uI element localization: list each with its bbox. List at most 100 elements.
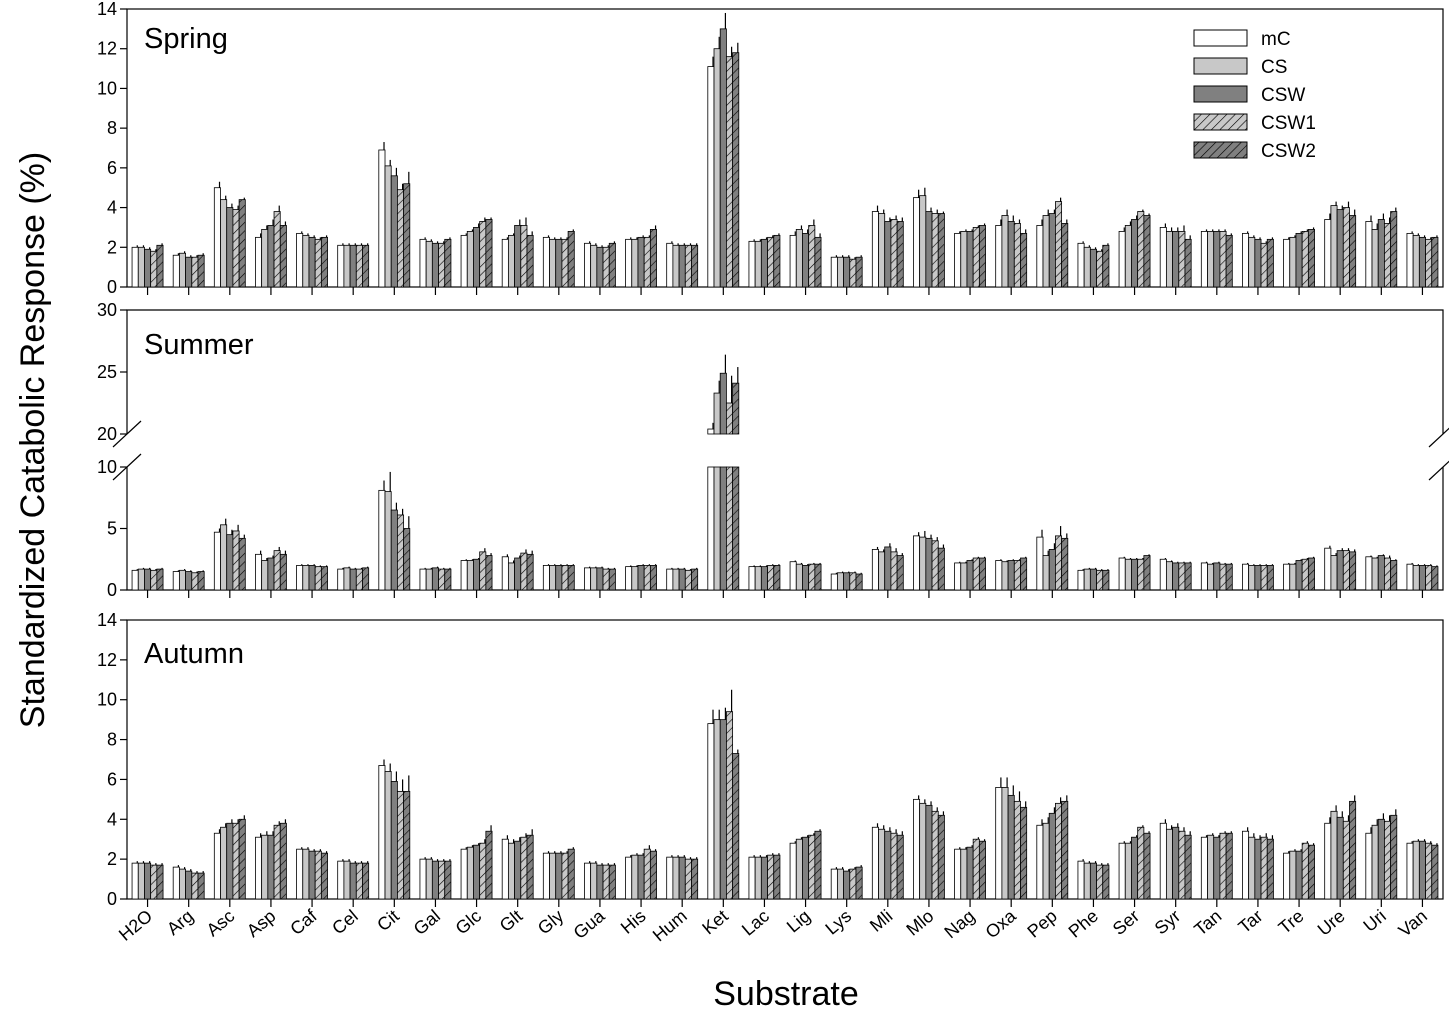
summer-lower-y-tick-label: 5 xyxy=(107,519,117,539)
autumn-bar-van-cs xyxy=(1412,840,1420,900)
summer-lower-bar-asp-csw2 xyxy=(279,553,287,591)
summer-lower-bar-his-csw xyxy=(637,565,645,591)
autumn-bar-ure-csw xyxy=(1336,816,1344,900)
summer-lower-bar-pep-cs xyxy=(1042,555,1050,591)
spring-y-tick-label: 6 xyxy=(107,158,117,178)
x-tick-label-tan: Tan xyxy=(1190,906,1225,940)
autumn-bar-lac-csw2 xyxy=(773,854,781,900)
spring-bar-h2o-cs xyxy=(137,246,145,288)
autumn-bar-tan-csw1 xyxy=(1219,832,1227,900)
summer-lower-bar-lys-csw1 xyxy=(849,572,857,591)
autumn-bar-tar-csw xyxy=(1254,838,1262,900)
summer-lower-bar-caf-csw2 xyxy=(320,566,328,591)
autumn-bar-asc-cs xyxy=(220,826,228,900)
autumn-bar-phe-cs xyxy=(1083,862,1091,900)
summer-lower-bar-gua-mc xyxy=(584,567,592,591)
autumn-bar-tan-cs xyxy=(1207,834,1215,900)
summer-panel: 20 25 30 0 5 10 Summer xyxy=(97,300,1449,600)
autumn-bar-mlo-mc xyxy=(913,798,921,900)
summer-lower-bar-caf-cs xyxy=(302,565,310,591)
summer-upper-y-tick-label: 20 xyxy=(97,424,117,444)
summer-lower-bar-cit-mc xyxy=(378,489,386,591)
legend-label-mc: mC xyxy=(1261,29,1291,50)
autumn-bar-gua-csw xyxy=(596,864,604,900)
autumn-bar-hum-csw xyxy=(678,856,686,900)
x-tick-label-h2o: H2O xyxy=(115,906,156,945)
summer-lower-bar-lig-csw1 xyxy=(808,563,816,591)
summer-lower-bar-uri-csw1 xyxy=(1384,557,1392,591)
spring-y-tick-label: 2 xyxy=(107,237,117,257)
spring-bar-uri-csw1 xyxy=(1384,223,1392,288)
spring-bar-hum-csw2 xyxy=(691,244,699,288)
autumn-bar-mlo-csw2 xyxy=(937,814,945,900)
x-tick-label-phe: Phe xyxy=(1065,906,1102,942)
spring-bar-phe-mc xyxy=(1077,242,1085,288)
summer-lower-bar-hum-csw1 xyxy=(684,569,692,591)
autumn-panel-title: Autumn xyxy=(144,638,244,670)
spring-bar-phe-csw2 xyxy=(1102,244,1110,288)
summer-lower-bar-mli-csw1 xyxy=(890,551,898,591)
summer-upper-y-tick-label: 25 xyxy=(97,362,117,382)
spring-bar-cit-csw2 xyxy=(403,183,411,288)
autumn-y-tick-label: 14 xyxy=(97,610,117,630)
spring-bar-mlo-csw1 xyxy=(931,213,939,288)
autumn-bar-uri-mc xyxy=(1365,832,1373,900)
spring-bar-tar-csw xyxy=(1254,238,1262,288)
autumn-bar-mli-mc xyxy=(871,826,879,900)
autumn-bar-gal-csw xyxy=(431,860,439,900)
summer-lower-bar-glt-csw1 xyxy=(520,552,528,591)
spring-bar-his-csw1 xyxy=(643,236,651,288)
autumn-bar-cel-csw1 xyxy=(355,862,363,900)
spring-bar-van-mc xyxy=(1406,232,1414,288)
autumn-bar-van-csw1 xyxy=(1425,842,1433,900)
summer-lower-bar-gua-csw2 xyxy=(608,568,616,591)
autumn-bar-asc-csw2 xyxy=(238,818,246,900)
summer-lower-bar-lac-cs xyxy=(754,566,762,591)
summer-lower-bar-tre-mc xyxy=(1283,563,1291,591)
autumn-bar-h2o-csw1 xyxy=(150,864,158,900)
spring-bar-lac-csw1 xyxy=(767,236,775,288)
spring-bar-caf-cs xyxy=(302,234,310,288)
autumn-bar-lys-mc xyxy=(830,868,838,900)
spring-bar-lig-csw1 xyxy=(808,225,816,288)
summer-lower-bar-nag-csw2 xyxy=(978,557,986,591)
spring-bar-syr-csw xyxy=(1172,230,1180,288)
summer-lower-bar-syr-mc xyxy=(1159,558,1167,591)
summer-lower-bar-tan-csw1 xyxy=(1219,563,1227,591)
autumn-bar-lac-csw xyxy=(760,856,768,900)
summer-lower-bar-asc-mc xyxy=(213,531,221,591)
autumn-bar-asc-csw xyxy=(226,822,234,900)
autumn-bar-van-csw xyxy=(1418,840,1426,900)
autumn-bar-h2o-csw2 xyxy=(156,864,164,900)
summer-lower-bar-gal-mc xyxy=(419,568,427,591)
spring-bar-cit-csw1 xyxy=(397,189,405,288)
autumn-bar-ure-csw1 xyxy=(1342,820,1350,900)
spring-bar-lig-mc xyxy=(789,234,797,288)
autumn-bar-uri-csw xyxy=(1377,818,1385,900)
spring-bar-oxa-csw2 xyxy=(1020,232,1028,288)
autumn-bar-asp-mc xyxy=(255,836,263,900)
summer-lower-bar-cit-cs xyxy=(384,491,392,591)
x-tick-label-nag: Nag xyxy=(940,906,978,943)
summer-lower-bar-tar-csw xyxy=(1254,565,1262,591)
spring-bar-tar-cs xyxy=(1248,236,1256,288)
spring-bar-mli-csw1 xyxy=(890,219,898,288)
spring-bar-gua-csw2 xyxy=(608,242,616,288)
summer-lower-bar-asp-mc xyxy=(255,553,263,591)
autumn-y-tick-label: 2 xyxy=(107,849,117,869)
autumn-bar-lys-csw1 xyxy=(849,868,857,900)
autumn-bar-ser-csw xyxy=(1131,836,1139,900)
autumn-bar-oxa-csw xyxy=(1007,794,1015,900)
autumn-bar-ket-csw2 xyxy=(732,753,740,900)
spring-bar-glc-csw1 xyxy=(479,221,487,288)
summer-lower-bar-tan-mc xyxy=(1200,562,1208,591)
legend-label-cs: CS xyxy=(1261,57,1287,78)
spring-bar-uri-cs xyxy=(1371,229,1379,288)
autumn-bar-lig-csw xyxy=(802,836,810,900)
autumn-bar-arg-mc xyxy=(172,866,180,900)
summer-lower-bar-tre-csw2 xyxy=(1307,557,1315,591)
autumn-bar-syr-mc xyxy=(1159,822,1167,900)
legend-label-csw: CSW xyxy=(1261,85,1305,106)
spring-bar-glc-cs xyxy=(466,230,474,288)
legend-label-csw2: CSW2 xyxy=(1261,141,1316,162)
